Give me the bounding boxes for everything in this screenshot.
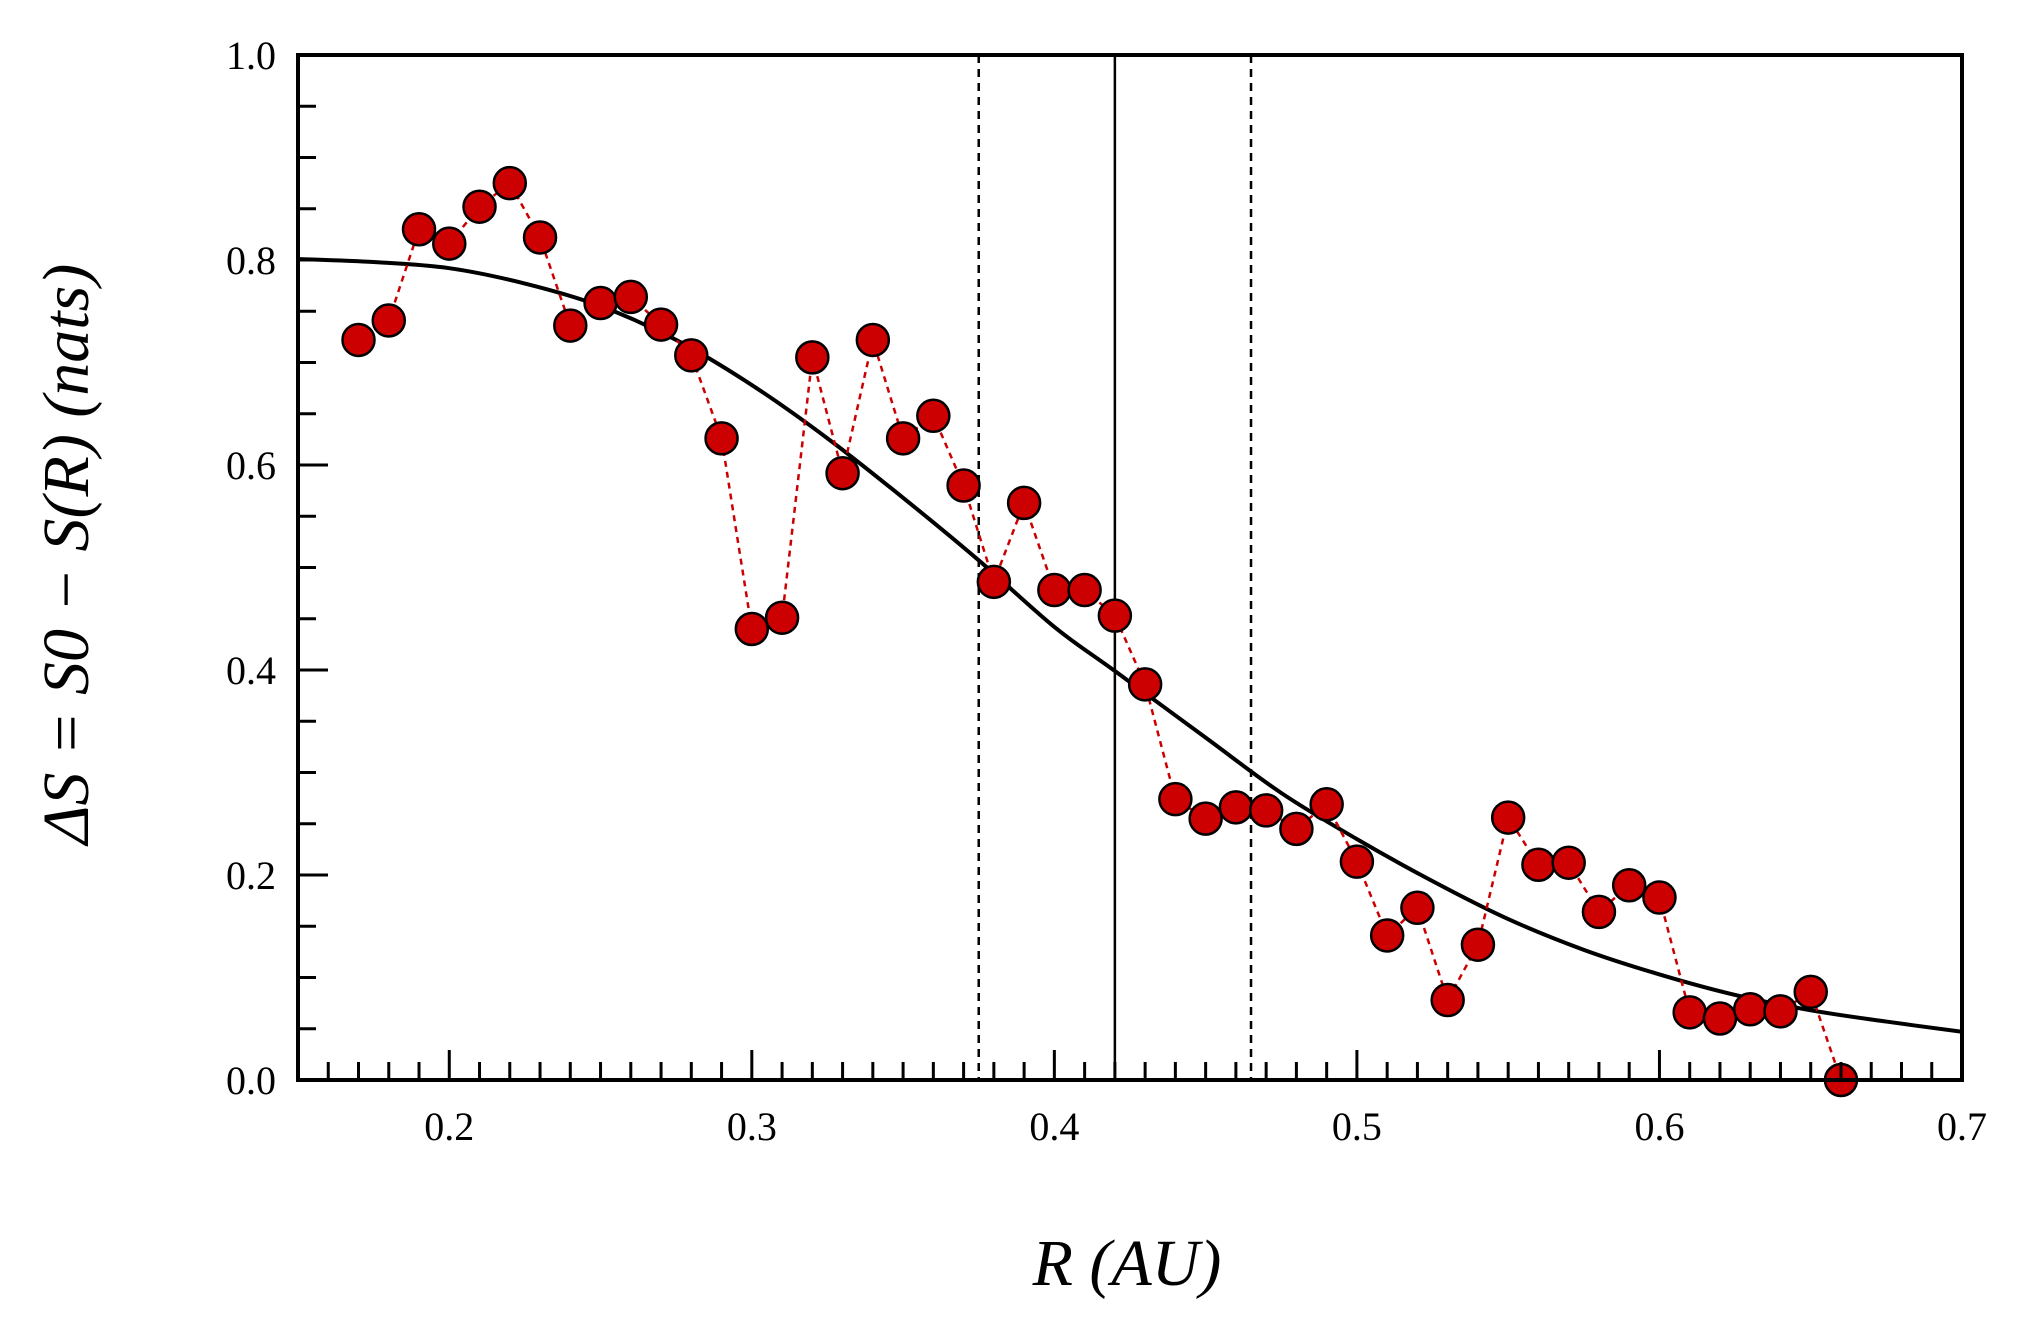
data-point <box>1581 894 1617 930</box>
data-point <box>1793 974 1828 1010</box>
data-series-layer <box>341 165 1859 1098</box>
reference-lines <box>977 55 1253 1080</box>
data-point <box>432 226 467 261</box>
data-point <box>1097 598 1133 633</box>
x-tick-label: 0.7 <box>1937 1104 1987 1149</box>
data-point <box>1400 890 1435 926</box>
data-point <box>1490 800 1526 835</box>
data-point <box>1763 994 1798 1029</box>
data-point <box>1006 485 1042 521</box>
data-point <box>885 421 921 456</box>
x-tick-label: 0.4 <box>1029 1104 1079 1149</box>
x-tick-label: 0.5 <box>1332 1104 1382 1149</box>
data-point <box>1642 880 1677 915</box>
data-point <box>674 338 709 373</box>
x-tick-label: 0.6 <box>1634 1104 1684 1149</box>
data-point <box>704 421 739 456</box>
data-point <box>946 468 981 503</box>
fit-curve <box>298 256 1962 1034</box>
axes <box>296 53 1964 1082</box>
y-tick-label: 0.8 <box>226 238 276 283</box>
y-tick-label: 0.2 <box>226 853 276 898</box>
data-point <box>1309 787 1344 822</box>
y-axis-title: ΔS = S0 − S(R) (nats) <box>30 264 103 848</box>
fit-curve-layer <box>298 256 1962 1034</box>
data-point <box>1460 927 1496 962</box>
y-tick-label: 0.4 <box>226 648 276 693</box>
data-point <box>734 611 770 647</box>
y-tick-label: 0.0 <box>226 1058 276 1103</box>
data-point <box>1369 918 1405 953</box>
data-point <box>916 398 951 434</box>
data-point <box>492 165 528 201</box>
data-connector-line <box>357 181 1843 1081</box>
x-tick-label: 0.2 <box>424 1104 474 1149</box>
data-point <box>1248 793 1284 828</box>
data-point <box>341 322 376 358</box>
data-point <box>1127 667 1163 702</box>
data-point <box>795 340 830 375</box>
tick-marks <box>296 53 1964 1082</box>
plot-frame <box>296 53 1964 1082</box>
data-point <box>1702 1001 1738 1036</box>
data-point <box>976 564 1012 600</box>
data-point <box>1158 781 1193 817</box>
data-point <box>522 220 558 255</box>
data-point <box>371 303 407 338</box>
data-point <box>1551 845 1586 880</box>
x-axis-title: R (AU) <box>1032 1227 1222 1300</box>
data-point <box>643 307 679 342</box>
data-point <box>1218 790 1254 825</box>
data-point <box>1037 572 1072 608</box>
data-point <box>553 308 588 343</box>
data-point <box>825 455 860 491</box>
data-point <box>1067 572 1102 608</box>
data-point <box>1430 982 1465 1018</box>
data-point <box>1732 992 1768 1027</box>
data-point <box>1611 868 1647 903</box>
tick-labels: 0.2 0.3 0.4 0.5 0.6 0.7 0.0 0.2 0.4 0.6 0.8 1.0 <box>226 33 1987 1149</box>
data-point <box>613 279 649 315</box>
data-point <box>1188 801 1223 836</box>
data-point <box>1279 811 1314 847</box>
data-point <box>1339 844 1375 879</box>
data-point <box>855 322 891 358</box>
data-point <box>401 212 437 247</box>
data-point <box>583 285 618 321</box>
data-point <box>1672 995 1707 1030</box>
y-tick-label: 1.0 <box>226 33 276 78</box>
data-point <box>462 189 497 224</box>
data-point <box>764 600 800 635</box>
data-point <box>1521 847 1556 882</box>
y-tick-label: 0.6 <box>226 443 276 488</box>
x-tick-label: 0.3 <box>727 1104 777 1149</box>
